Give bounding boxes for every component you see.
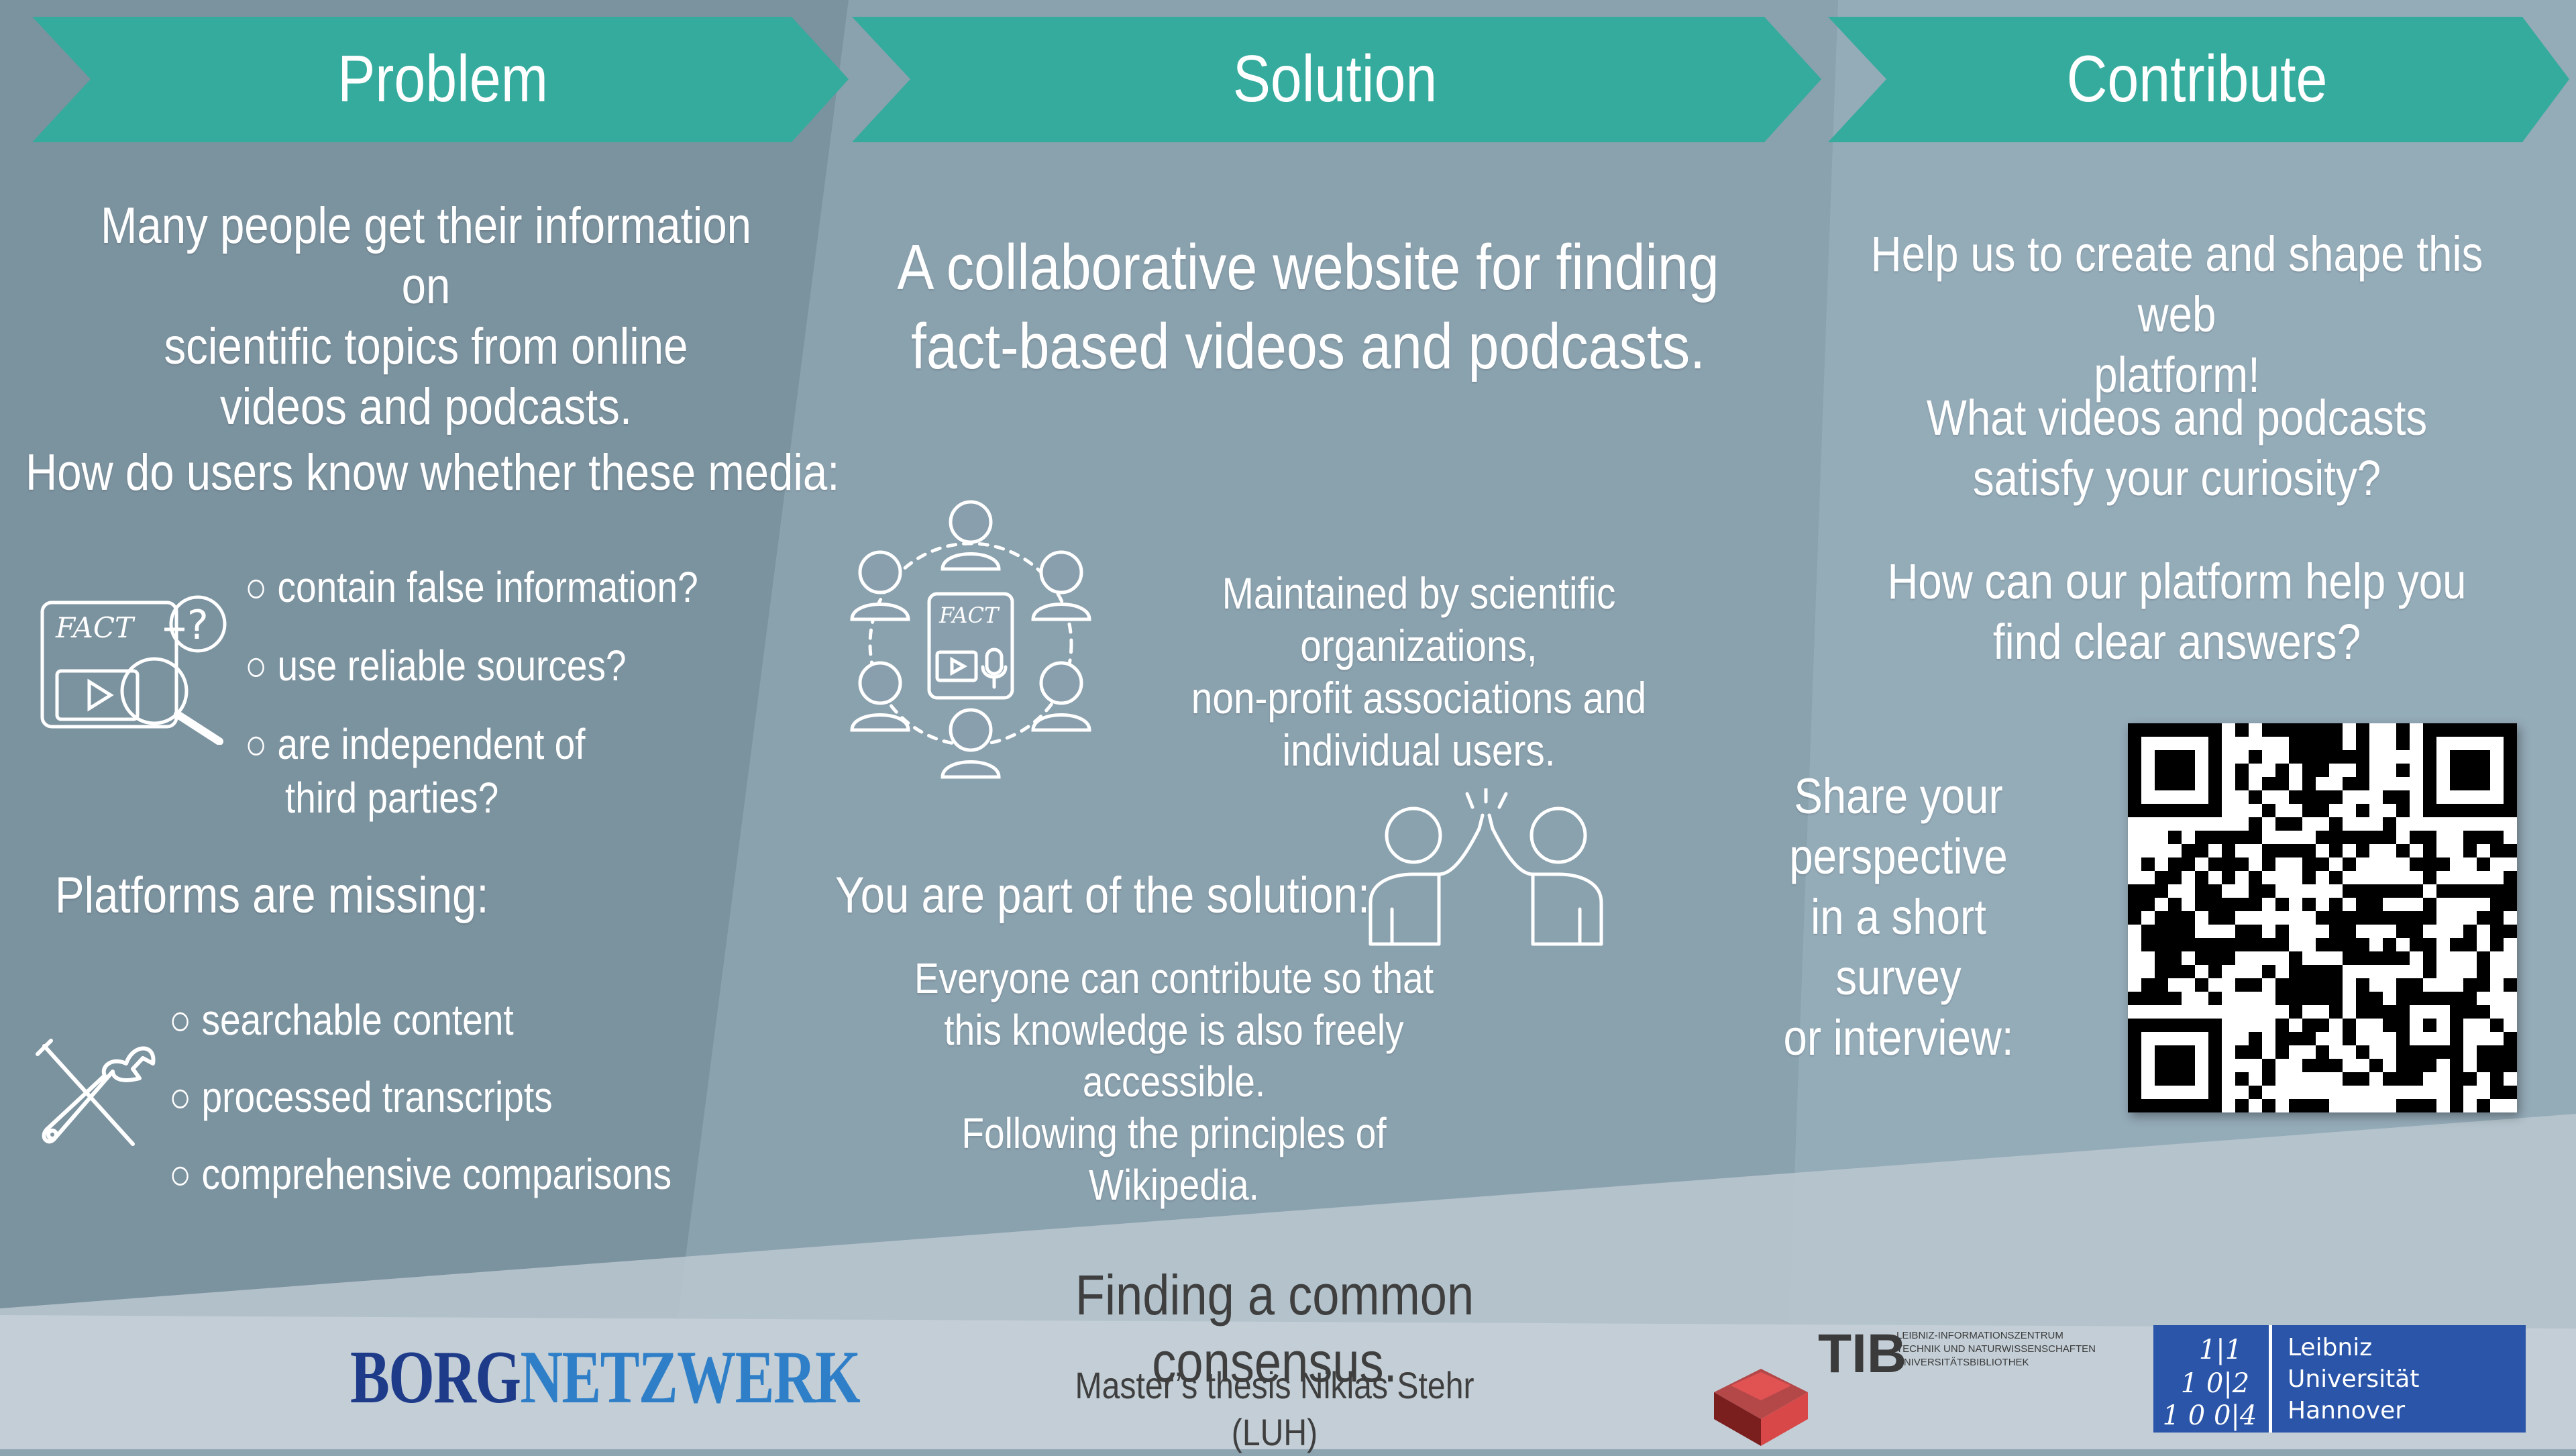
- fact-text: FACT: [55, 611, 136, 644]
- everyone-line: Everyone can contribute so that: [914, 954, 1434, 1002]
- maintained-line: non-profit associations and: [1191, 673, 1647, 723]
- luh-mark: 1 0 0|4: [2163, 1400, 2257, 1431]
- bullet-false-info: ○ contain false information?: [245, 563, 698, 611]
- contribute-what: What videos and podcasts satisfy your cu…: [1862, 388, 2491, 509]
- tib-logo: TIB LEIBNIZ-INFORMATIONSZENTRUM TECHNIK …: [1707, 1318, 2110, 1446]
- missing-searchable: ○ searchable content: [169, 996, 514, 1044]
- share-line: perspective: [1789, 829, 2008, 884]
- wrench-screwdriver-icon: [32, 1037, 156, 1161]
- tib-line: UNIVERSITÄTSBIBLIOTHEK: [1896, 1357, 2029, 1368]
- luh-line: Universität: [2288, 1365, 2419, 1393]
- everyone-line: this knowledge is also freely accessible…: [944, 1006, 1404, 1106]
- problem-intro-line: videos and podcasts.: [219, 378, 633, 435]
- help-line: Help us to create and shape this web: [1870, 226, 2483, 342]
- solution-header: Solution: [1232, 42, 1438, 115]
- how-line: How can our platform help you: [1887, 554, 2467, 609]
- borg-part1: BORG: [350, 1336, 520, 1419]
- tib-name: TIB: [1818, 1323, 1907, 1384]
- fact-check-magnifier-icon: FACT ?: [37, 590, 231, 745]
- footer-thesis: Master’s thesis Niklas Stehr (LUH): [1075, 1364, 1474, 1453]
- what-line: satisfy your curiosity?: [1972, 450, 2381, 506]
- luh-mark: 1 0|2: [2181, 1368, 2250, 1399]
- tib-line: LEIBNIZ-INFORMATIONSZENTRUM: [1896, 1330, 2063, 1341]
- share-line: Share your: [1794, 768, 2003, 824]
- solution-headline-line: fact-based videos and podcasts.: [910, 311, 1706, 382]
- bullet-reliable-sources: ○ use reliable sources?: [245, 641, 627, 690]
- problem-question: How do users know whether these media:: [25, 444, 840, 501]
- maintained-line: individual users.: [1282, 725, 1556, 775]
- solution-maintained: Maintained by scientific organizations, …: [1145, 567, 1693, 776]
- tib-cube-icon: [1714, 1369, 1808, 1446]
- solution-headline: A collaborative website for finding fact…: [881, 228, 1735, 386]
- share-line: or interview:: [1783, 1010, 2014, 1065]
- missing-title: Platforms are missing:: [55, 867, 489, 924]
- problem-intro-line: scientific topics from online: [164, 318, 688, 375]
- solution-part-of: You are part of the solution:: [835, 867, 1370, 924]
- contribute-share: Share your perspective in a short survey…: [1743, 766, 2054, 1068]
- problem-header: Problem: [337, 42, 548, 115]
- borgnetzwerk-logo: BORGNETZWERK: [350, 1335, 862, 1419]
- tib-line: TECHNIK UND NATURWISSENSCHAFTEN: [1896, 1343, 2096, 1355]
- contribute-how: How can our platform help you find clear…: [1862, 552, 2491, 672]
- contribute-header: Contribute: [2066, 42, 2328, 115]
- community-circle-icon: FACT: [842, 497, 1100, 792]
- footer-tagline: Finding a common consensus.: [1075, 1263, 1474, 1394]
- qr-code[interactable]: [2128, 723, 2517, 1112]
- everyone-line: Following the principles of Wikipedia.: [961, 1109, 1387, 1209]
- borg-part2: NETZWERK: [520, 1336, 860, 1419]
- share-line: in a short survey: [1811, 889, 1986, 1005]
- fact-text: FACT: [938, 603, 1000, 628]
- bullet-third-parties: third parties?: [285, 774, 499, 822]
- missing-transcripts: ○ processed transcripts: [169, 1073, 553, 1121]
- problem-intro-line: Many people get their information on: [100, 197, 752, 315]
- luh-mark: 1|1: [2199, 1335, 2242, 1365]
- contribute-help: Help us to create and shape this web pla…: [1862, 224, 2491, 405]
- solution-headline-line: A collaborative website for finding: [897, 231, 1719, 303]
- svg-text:BORGNETZWERK: BORGNETZWERK: [350, 1336, 860, 1419]
- high-five-icon: [1365, 788, 1607, 949]
- qr-code-pattern: [2128, 723, 2517, 1112]
- bullet-independent: ○ are independent of: [245, 720, 586, 768]
- maintained-line: Maintained by scientific organizations,: [1222, 568, 1616, 670]
- what-line: What videos and podcasts: [1926, 390, 2428, 446]
- problem-intro: Many people get their information on sci…: [83, 196, 769, 437]
- svg-text:?: ?: [187, 602, 209, 649]
- solution-everyone: Everyone can contribute so that this kno…: [892, 953, 1457, 1211]
- luh-line: Leibniz: [2288, 1334, 2372, 1361]
- help-line: platform!: [2094, 347, 2260, 403]
- missing-comparisons: ○ comprehensive comparisons: [169, 1150, 672, 1198]
- luh-line: Hannover: [2288, 1397, 2405, 1424]
- luh-logo: 1|1 1 0|2 1 0 0|4 Leibniz Universität Ha…: [2153, 1325, 2526, 1433]
- how-line: find clear answers?: [1992, 614, 2361, 670]
